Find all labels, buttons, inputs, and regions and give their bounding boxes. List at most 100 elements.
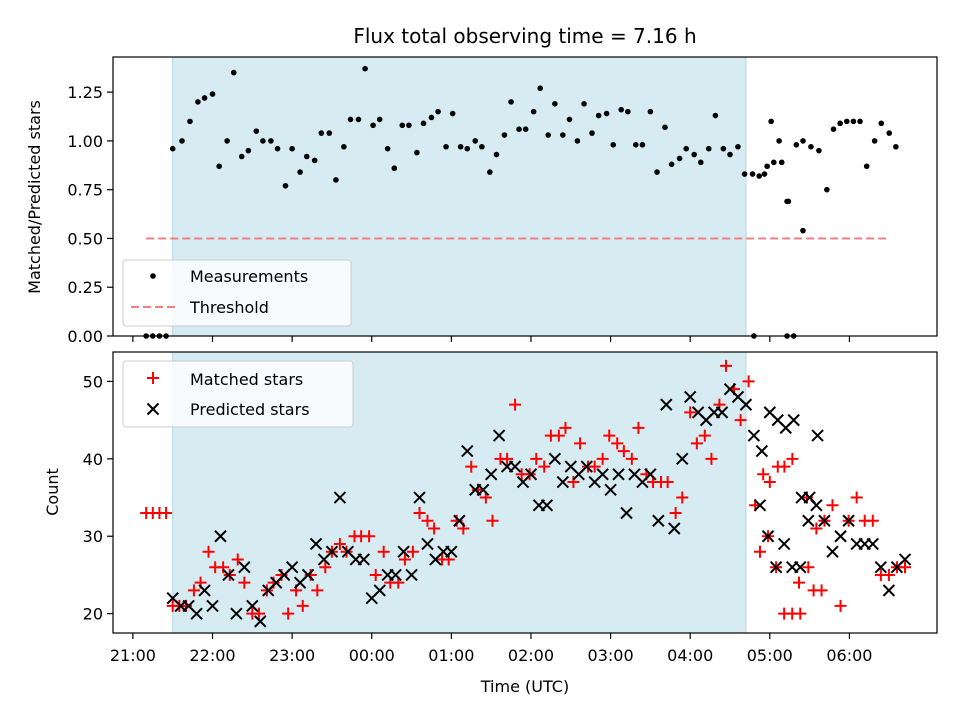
matched-star-point (690, 437, 703, 450)
measurement-point (391, 165, 398, 172)
matched-star-point (866, 514, 879, 527)
measurement-point (428, 114, 435, 121)
matched-star-point (617, 445, 630, 458)
predicted-star-point (461, 444, 474, 458)
predicted-star-point (198, 584, 211, 597)
bottom-x-tick-label: 05:00 (747, 646, 793, 665)
matched-star-point (882, 568, 895, 581)
matched-star-point (676, 491, 689, 504)
predicted-star-point (309, 537, 323, 551)
matched-star-point (810, 522, 823, 535)
matched-star-point (147, 372, 159, 384)
top-legend-box (122, 259, 352, 327)
matched-star-point (778, 460, 791, 473)
bottom-axes-frame (112, 351, 938, 634)
measurement-point (647, 108, 654, 115)
measurement-point (384, 145, 391, 152)
matched-star-point (826, 499, 839, 512)
predicted-star-point (898, 553, 912, 566)
measurement-point (756, 173, 762, 179)
measurement-point (668, 161, 675, 168)
top-panel: 0.00 0.25 0.50 0.75 1.00 1.25 Measurements Thre… (67, 56, 938, 346)
measurement-point (201, 95, 208, 101)
matched-star-point (734, 414, 747, 427)
matched-star-point (369, 568, 382, 581)
measurement-point (245, 147, 252, 154)
measurement-point (878, 120, 885, 127)
predicted-star-point (397, 545, 410, 558)
measurement-point (464, 145, 471, 152)
predicted-star-point (620, 506, 633, 520)
measurement-point (712, 112, 719, 119)
measurement-point (406, 122, 412, 129)
matched-star-point (559, 421, 572, 434)
legend-threshold-label: Threshold (189, 298, 269, 317)
measurement-point (420, 120, 427, 127)
measurement-point (698, 159, 704, 166)
measurement-point (768, 118, 774, 125)
predicted-star-point (755, 444, 769, 458)
matched-star-point (567, 476, 580, 489)
predicted-star-point (214, 530, 227, 543)
predicted-star-point (445, 545, 458, 558)
measurement-point (179, 138, 185, 144)
measurement-point (545, 132, 552, 138)
bottom-y-axis-label: Count (43, 468, 62, 516)
measurement-point (530, 108, 537, 115)
predicted-star-point (405, 568, 418, 582)
legend-measurements-label: Measurements (190, 267, 308, 286)
predicted-star-point (524, 468, 538, 481)
measurement-point (632, 141, 639, 148)
predicted-star-point (230, 607, 243, 620)
matched-star-point (899, 561, 911, 574)
measurement-point (457, 143, 464, 150)
matched-star-point (684, 406, 697, 419)
legend-predicted-label: Predicted stars (190, 400, 310, 419)
predicted-star-point (146, 402, 160, 416)
predicted-star-point (333, 491, 347, 504)
bottom-y-tick-label: 30 (83, 527, 103, 546)
predicted-star-point (421, 537, 434, 551)
measurement-point (749, 171, 756, 177)
measurement-point (522, 126, 529, 132)
predicted-star-point (683, 390, 697, 404)
predicted-star-point (652, 514, 665, 527)
matched-star-point (465, 460, 478, 473)
measurement-point (843, 118, 850, 125)
measurement-point (487, 169, 493, 175)
bottom-x-tick-label: 06:00 (826, 646, 872, 665)
measurement-point (289, 145, 295, 152)
predicted-star-point (357, 553, 370, 566)
measurement-point (169, 145, 176, 152)
predicted-star-point (580, 460, 593, 473)
predicted-star-point (222, 568, 235, 582)
matched-star-point (413, 507, 426, 520)
top-y-tick-label: 0.75 (67, 181, 103, 200)
matched-star-point (815, 584, 828, 597)
measurement-point (230, 69, 237, 76)
top-legend: Measurements Threshold (122, 259, 352, 327)
measurement-point (727, 151, 733, 158)
measurement-point (886, 130, 893, 136)
measurement-point (260, 138, 266, 144)
predicted-star-point (761, 530, 775, 543)
measurement-point (784, 198, 790, 205)
matched-star-point (398, 553, 411, 566)
matched-star-point (421, 514, 434, 527)
top-y-tick-label: 1.25 (67, 83, 103, 102)
measurement-point (800, 227, 806, 234)
top-y-tick-label: 0.00 (67, 327, 103, 346)
predicted-star-point (453, 514, 466, 527)
measurement-point (449, 110, 456, 117)
predicted-star-point (373, 584, 386, 597)
bottom-x-tick-label: 04:00 (667, 646, 713, 665)
measurement-point (399, 122, 406, 129)
matched-star-point (754, 545, 766, 558)
predicted-star-point (842, 514, 855, 527)
bottom-x-tick-label: 00:00 (349, 646, 395, 665)
bottom-x-tick-label: 03:00 (588, 646, 634, 665)
measurement-point (683, 145, 690, 152)
matched-star-point (794, 607, 807, 620)
measurement-point (493, 151, 500, 158)
predicted-star-point (508, 460, 522, 473)
